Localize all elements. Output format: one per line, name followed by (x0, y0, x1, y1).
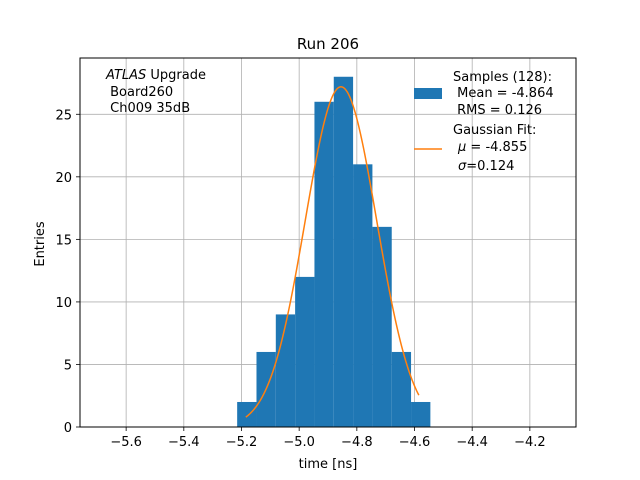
legend-fit-mu-value: = -4.855 (466, 140, 527, 155)
y-tick-label: 10 (55, 296, 72, 311)
legend-hist-title: Samples (128): (453, 70, 552, 85)
x-tick-label: −5.0 (283, 435, 315, 450)
x-axis-label: time [ns] (299, 457, 358, 472)
x-tick-label: −5.4 (168, 435, 200, 450)
y-axis-label: Entries (33, 221, 48, 267)
svg-text:ATLAS Upgrade: ATLAS Upgrade (105, 68, 206, 83)
y-tick-label: 15 (55, 233, 72, 248)
histogram-bar (275, 314, 296, 427)
y-tick-label: 5 (64, 358, 72, 373)
axes-frame (79, 57, 577, 428)
legend-hist-rms: RMS = 0.126 (453, 103, 542, 118)
histogram-bars (237, 76, 431, 428)
legend: Samples (128): Mean = -4.864 RMS = 0.126… (414, 70, 554, 174)
annotation-upgrade: Upgrade (146, 68, 206, 83)
histogram-bar (237, 401, 257, 427)
legend-fit-title: Gaussian Fit: (453, 123, 536, 138)
histogram-bar (295, 276, 315, 427)
legend-hist-mean: Mean = -4.864 (453, 86, 554, 101)
svg-text:μ = -4.855: μ = -4.855 (457, 140, 527, 155)
histogram-bar (353, 164, 373, 428)
histogram-bar (333, 76, 354, 428)
x-tick-label: −4.4 (456, 435, 488, 450)
annotation-board: Board260 (106, 85, 173, 100)
legend-hist-swatch (414, 88, 442, 99)
y-tick-label: 25 (55, 108, 72, 123)
annotation-channel: Ch009 35dB (106, 101, 190, 116)
annotation: ATLAS Upgrade Board260 Ch009 35dB (105, 68, 206, 116)
histogram-bar (411, 401, 431, 427)
y-tick-label: 20 (55, 171, 72, 186)
histogram-bar (372, 226, 392, 427)
x-tick-label: −4.2 (514, 435, 546, 450)
x-tick-label: −4.6 (399, 435, 431, 450)
histogram-bar (314, 101, 334, 427)
svg-text:σ=0.124: σ=0.124 (458, 159, 514, 174)
x-tick-label: −5.2 (226, 435, 258, 450)
x-tick-label: −5.6 (110, 435, 142, 450)
chart-title: Run 206 (297, 35, 359, 53)
annotation-atlas: ATLAS (105, 68, 146, 83)
y-tick-label: 0 (64, 421, 72, 436)
legend-fit-mu-symbol: μ (457, 140, 466, 155)
legend-fit-sigma-symbol: σ (458, 159, 467, 174)
x-tick-label: −4.8 (341, 435, 373, 450)
legend-fit-sigma-value: =0.124 (466, 159, 514, 174)
axis-ticks: −5.6 −5.4 −5.2 −5.0 −4.8 −4.6 −4.4 −4.2 0 5 10 15 20… (55, 108, 545, 450)
gaussian-fit (245, 86, 420, 418)
gaussian-fit-line (245, 86, 420, 418)
histogram-bar (391, 351, 412, 427)
